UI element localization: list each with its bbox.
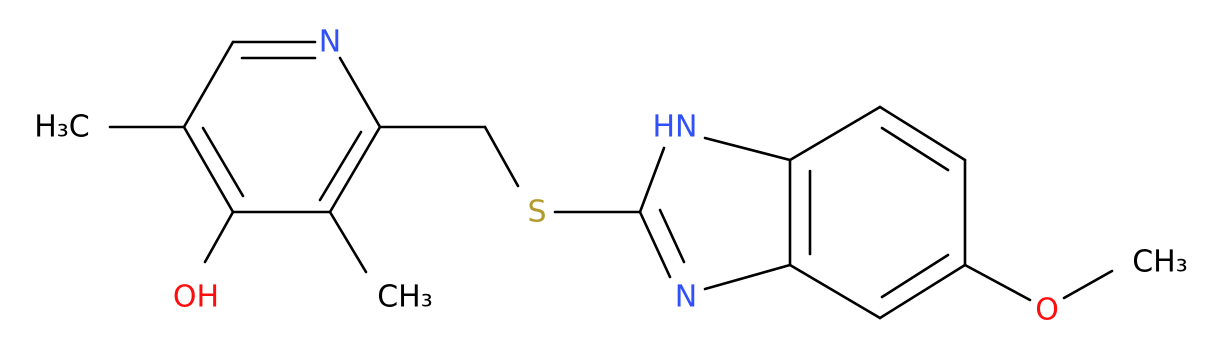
atom-label: N xyxy=(675,280,697,315)
atom-label: H₃C xyxy=(34,110,90,145)
atom-label: CH₃ xyxy=(1132,245,1188,280)
atom-label: CH₃ xyxy=(377,280,433,315)
atom-label: HN xyxy=(653,110,698,145)
bonds xyxy=(108,40,1114,320)
atom-label: OH xyxy=(173,280,219,315)
atom-label: O xyxy=(1035,293,1059,328)
atom-label: N xyxy=(319,25,341,60)
atom-label: S xyxy=(527,195,546,230)
